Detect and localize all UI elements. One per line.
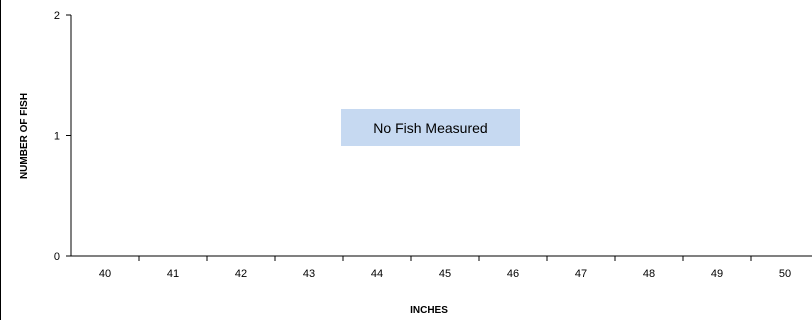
y-axis-ticks: 0 1 2 <box>54 10 71 263</box>
x-axis-ticks: 40 41 42 43 44 45 46 47 48 49 50 <box>99 256 791 280</box>
x-tick-label: 43 <box>303 268 315 280</box>
x-tick-label: 49 <box>711 268 723 280</box>
x-tick-label: 50 <box>779 268 791 280</box>
y-tick-label: 0 <box>54 251 60 263</box>
x-tick-label: 45 <box>439 268 451 280</box>
y-axis-title: NUMBER OF FISH <box>19 93 30 179</box>
y-tick-label: 2 <box>54 10 60 22</box>
x-tick-label: 48 <box>643 268 655 280</box>
y-tick-label: 1 <box>54 131 60 143</box>
x-tick-label: 46 <box>507 268 519 280</box>
x-tick-label: 41 <box>167 268 179 280</box>
x-tick-label: 44 <box>371 268 383 280</box>
x-axis-title: INCHES <box>410 305 448 316</box>
no-data-annotation: No Fish Measured <box>341 109 520 146</box>
x-tick-label: 42 <box>235 268 247 280</box>
x-tick-label: 47 <box>575 268 587 280</box>
x-tick-label: 40 <box>99 268 111 280</box>
